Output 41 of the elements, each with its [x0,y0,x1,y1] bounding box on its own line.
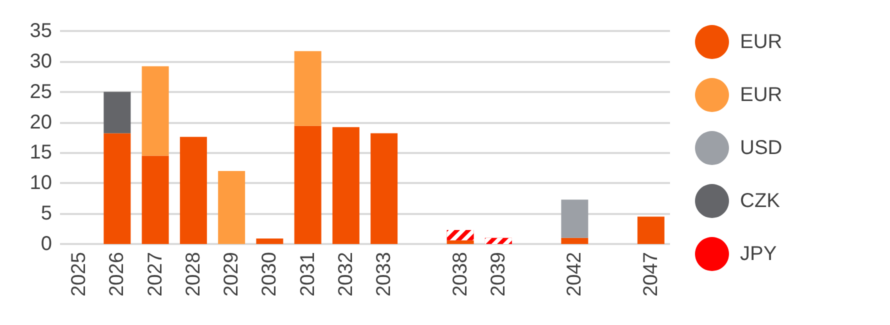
bar [294,51,322,126]
x-tick-label: 2029 [220,252,243,296]
x-tick-label: 2031 [296,252,319,296]
x-tick-label: 2038 [449,252,472,296]
y-tick-label: 25 [30,80,52,103]
bar [218,170,246,244]
x-tick-label: 2042 [564,252,586,296]
y-tick-label: 5 [40,202,52,225]
bar [561,238,588,244]
y-tick-label: 30 [30,50,52,72]
x-tick-label: 2033 [373,252,396,296]
y-tick-label: 20 [30,111,52,134]
x-tick-label: 2025 [68,252,90,296]
x-tick-label: 2026 [106,252,128,296]
x-tick-label: 2032 [334,252,357,296]
bar [104,133,131,244]
bar [561,200,588,238]
bar [256,238,284,244]
bar [446,240,474,244]
legend-label: JPY [740,243,777,265]
y-tick-label: 15 [30,142,52,164]
bar [142,66,169,156]
legend-label: CZK [740,190,781,212]
bar [637,216,664,244]
x-tick-label: 2039 [487,252,510,296]
bar [104,92,131,134]
x-tick-label: 2030 [258,252,281,296]
y-tick-label: 0 [40,233,52,255]
bar [142,156,169,244]
bar [180,136,207,244]
x-tick-label: 2027 [144,252,166,296]
y-tick-label: 35 [30,20,52,42]
legend-label: EUR [740,31,782,53]
legend-label: USD [740,137,782,159]
bar [294,126,322,244]
bar [332,127,360,244]
x-tick-label: 2028 [182,252,204,296]
legend-label: EUR [740,84,782,106]
x-tick-label: 2047 [640,252,662,296]
bar [370,133,398,244]
y-tick-label: 10 [30,172,52,194]
